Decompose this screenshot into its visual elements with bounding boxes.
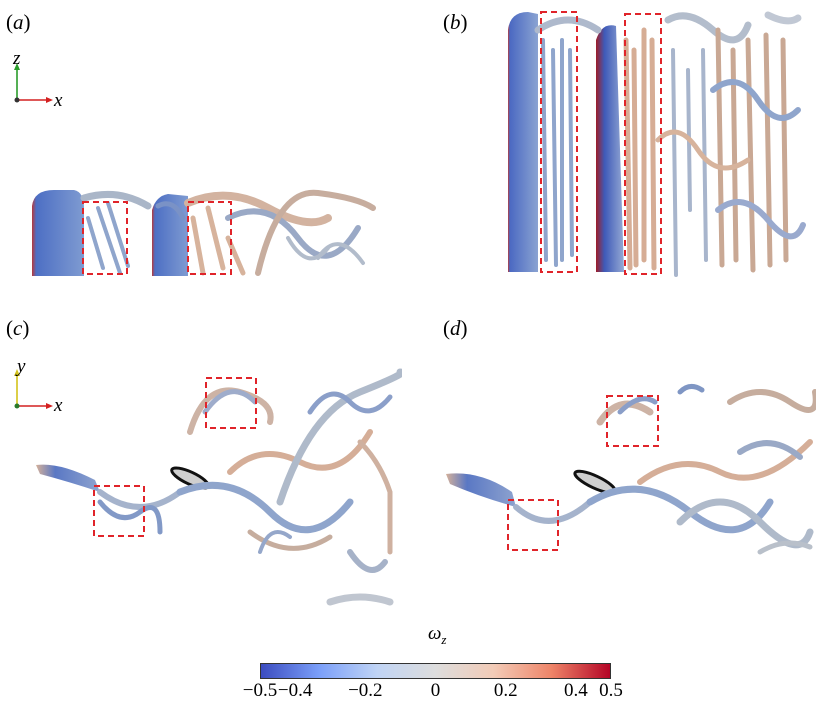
vortex-render-d xyxy=(446,384,816,555)
axis-label-z: z xyxy=(13,48,21,69)
roi-box-a1 xyxy=(82,201,128,275)
panel-label-a: (a) xyxy=(6,10,31,34)
colorbar-tick-label: −0.5 xyxy=(242,680,278,701)
roi-box-d1 xyxy=(507,499,559,551)
vortex-render-c xyxy=(36,368,402,606)
colorbar-tick-label: −0.2 xyxy=(348,680,383,701)
axis-triad-xz xyxy=(14,63,53,103)
roi-box-c1 xyxy=(93,485,145,537)
axis-label-x-a: x xyxy=(54,90,63,111)
roi-box-b1 xyxy=(540,11,578,273)
colorbar-tick-label: −0.4 xyxy=(277,680,313,701)
colorbar-tick-label: 0.5 xyxy=(599,680,623,701)
colorbar-tick-label: 0.4 xyxy=(564,680,588,701)
vortex-render-b xyxy=(508,11,806,277)
vortex-render-a xyxy=(32,189,376,276)
axis-label-x-c: x xyxy=(54,395,63,416)
roi-box-a2 xyxy=(187,201,232,275)
colorbar-title: ωz xyxy=(428,623,447,647)
panel-label-b: (b) xyxy=(443,10,468,34)
panel-label-d: (d) xyxy=(443,316,468,340)
roi-box-c2 xyxy=(205,377,257,429)
colorbar-tick-label: 0 xyxy=(430,680,441,701)
panel-label-c: (c) xyxy=(6,316,30,340)
axis-triad-xy xyxy=(14,369,53,409)
axis-label-y: y xyxy=(17,356,26,377)
roi-box-b2 xyxy=(624,13,662,275)
colorbar-tick-label: 0.2 xyxy=(493,680,518,701)
colorbar-gradient xyxy=(260,663,611,679)
roi-box-d2 xyxy=(606,395,659,447)
